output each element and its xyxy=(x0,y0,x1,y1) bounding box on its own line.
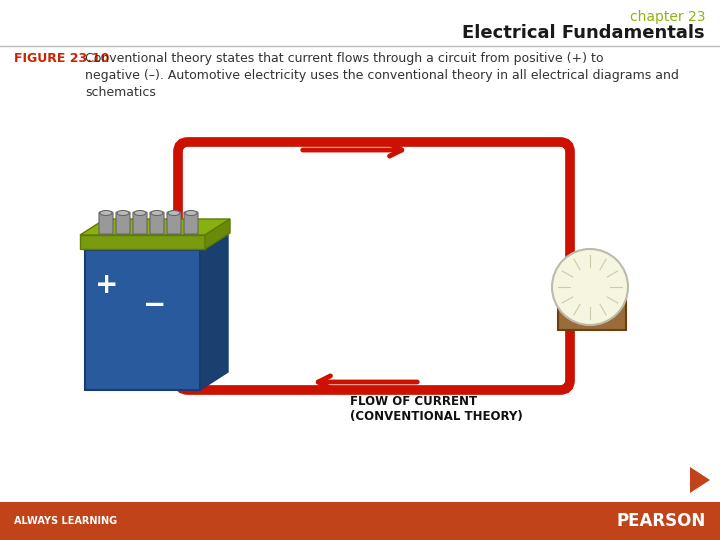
Ellipse shape xyxy=(151,211,163,215)
Polygon shape xyxy=(205,219,230,249)
Ellipse shape xyxy=(134,211,146,215)
Text: FIGURE 23.10: FIGURE 23.10 xyxy=(14,52,109,65)
Text: Electrical Fundamentals: Electrical Fundamentals xyxy=(462,24,705,42)
Text: +: + xyxy=(95,271,119,299)
Polygon shape xyxy=(80,219,230,235)
Polygon shape xyxy=(85,232,228,250)
Text: Conventional theory states that current flows through a circuit from positive (+: Conventional theory states that current … xyxy=(85,52,679,99)
Text: −: − xyxy=(143,291,166,319)
Ellipse shape xyxy=(100,211,112,215)
FancyBboxPatch shape xyxy=(150,212,164,234)
FancyBboxPatch shape xyxy=(167,212,181,234)
FancyBboxPatch shape xyxy=(85,250,200,390)
Polygon shape xyxy=(80,235,205,249)
Text: chapter 23: chapter 23 xyxy=(629,10,705,24)
FancyBboxPatch shape xyxy=(0,0,720,500)
Text: PEARSON: PEARSON xyxy=(617,512,706,530)
FancyBboxPatch shape xyxy=(116,212,130,234)
Text: (CONVENTIONAL THEORY): (CONVENTIONAL THEORY) xyxy=(350,410,523,423)
Text: FLOW OF CURRENT: FLOW OF CURRENT xyxy=(350,395,477,408)
FancyBboxPatch shape xyxy=(99,212,113,234)
FancyBboxPatch shape xyxy=(0,502,720,540)
FancyBboxPatch shape xyxy=(133,212,147,234)
Polygon shape xyxy=(200,232,228,390)
Text: ALWAYS LEARNING: ALWAYS LEARNING xyxy=(14,516,117,526)
Ellipse shape xyxy=(185,211,197,215)
Polygon shape xyxy=(690,467,710,493)
Ellipse shape xyxy=(117,211,129,215)
FancyBboxPatch shape xyxy=(558,280,626,330)
Circle shape xyxy=(552,249,628,325)
Ellipse shape xyxy=(168,211,180,215)
FancyBboxPatch shape xyxy=(184,212,198,234)
